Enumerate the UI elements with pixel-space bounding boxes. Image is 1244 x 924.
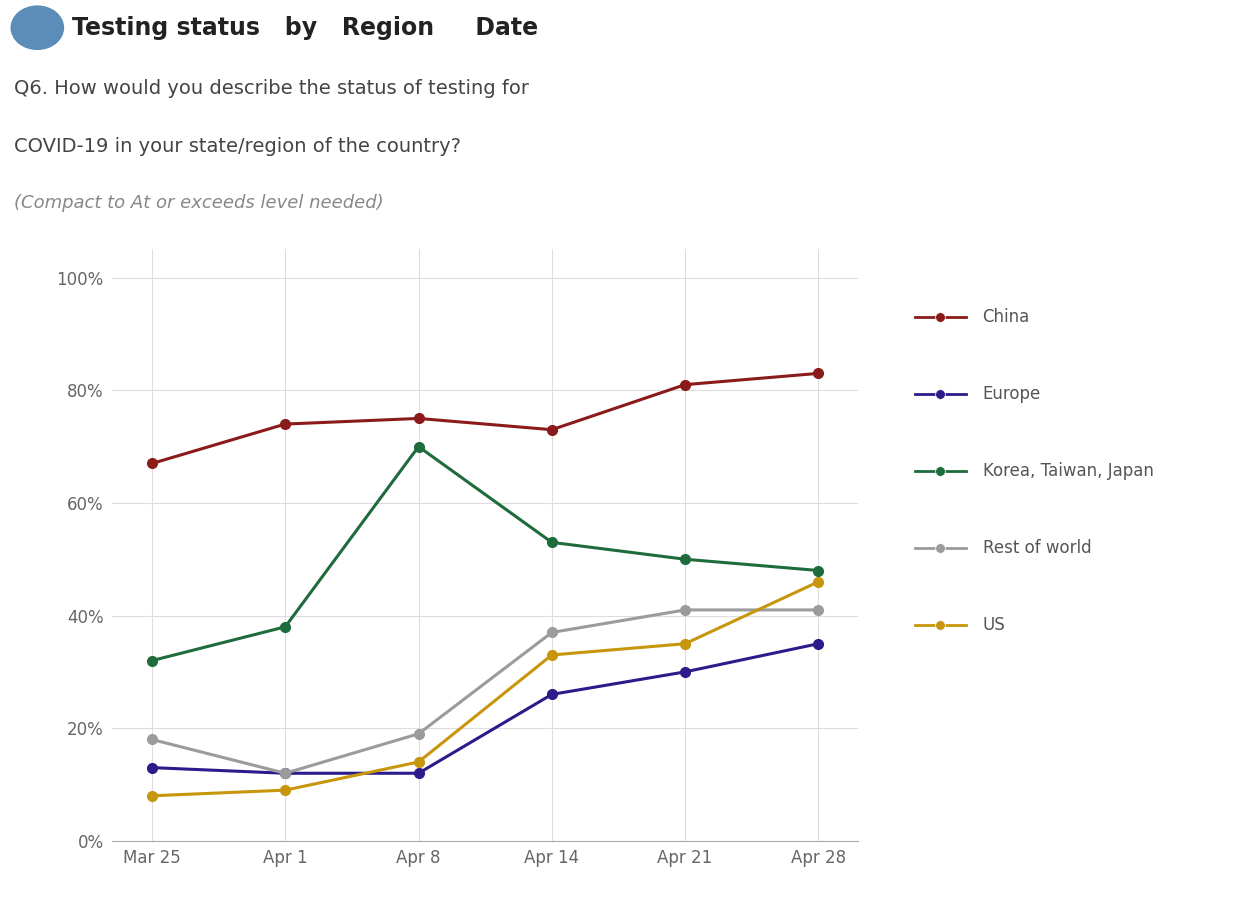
Rest of world: [811, 604, 826, 615]
China: [811, 368, 826, 379]
Ellipse shape: [11, 6, 63, 49]
Text: Europe: Europe: [983, 385, 1041, 404]
US: [144, 790, 159, 801]
China: [411, 413, 425, 424]
China: [144, 458, 159, 469]
US: [545, 650, 560, 661]
Europe: [277, 768, 292, 779]
Korea, Taiwan, Japan: [545, 537, 560, 548]
Line: Rest of world: Rest of world: [147, 605, 824, 778]
Europe: [144, 762, 159, 773]
Rest of world: [144, 734, 159, 745]
Line: Korea, Taiwan, Japan: Korea, Taiwan, Japan: [147, 442, 824, 665]
Europe: [545, 689, 560, 700]
US: [811, 577, 826, 588]
Europe: [411, 768, 425, 779]
Korea, Taiwan, Japan: [678, 553, 693, 565]
Text: China: China: [983, 309, 1030, 326]
China: [678, 379, 693, 390]
Text: Testing status   by   Region     Date: Testing status by Region Date: [72, 16, 539, 40]
Korea, Taiwan, Japan: [811, 565, 826, 576]
Text: Korea, Taiwan, Japan: Korea, Taiwan, Japan: [983, 462, 1153, 480]
Text: Rest of world: Rest of world: [983, 539, 1091, 557]
China: [277, 419, 292, 430]
US: [678, 638, 693, 650]
Rest of world: [545, 626, 560, 638]
Line: China: China: [147, 369, 824, 468]
Line: US: US: [147, 577, 824, 800]
Korea, Taiwan, Japan: [144, 655, 159, 666]
Rest of world: [678, 604, 693, 615]
China: [545, 424, 560, 435]
Korea, Taiwan, Japan: [277, 621, 292, 632]
Text: COVID-19 in your state/region of the country?: COVID-19 in your state/region of the cou…: [14, 137, 462, 156]
Korea, Taiwan, Japan: [411, 441, 425, 452]
US: [277, 784, 292, 796]
Europe: [811, 638, 826, 650]
Text: Q6. How would you describe the status of testing for: Q6. How would you describe the status of…: [14, 79, 529, 98]
Line: Europe: Europe: [147, 638, 824, 778]
Rest of world: [411, 728, 425, 739]
Text: (Compact to At or exceeds level needed): (Compact to At or exceeds level needed): [14, 194, 383, 213]
Rest of world: [277, 768, 292, 779]
Text: US: US: [983, 616, 1005, 634]
Europe: [678, 666, 693, 677]
US: [411, 757, 425, 768]
